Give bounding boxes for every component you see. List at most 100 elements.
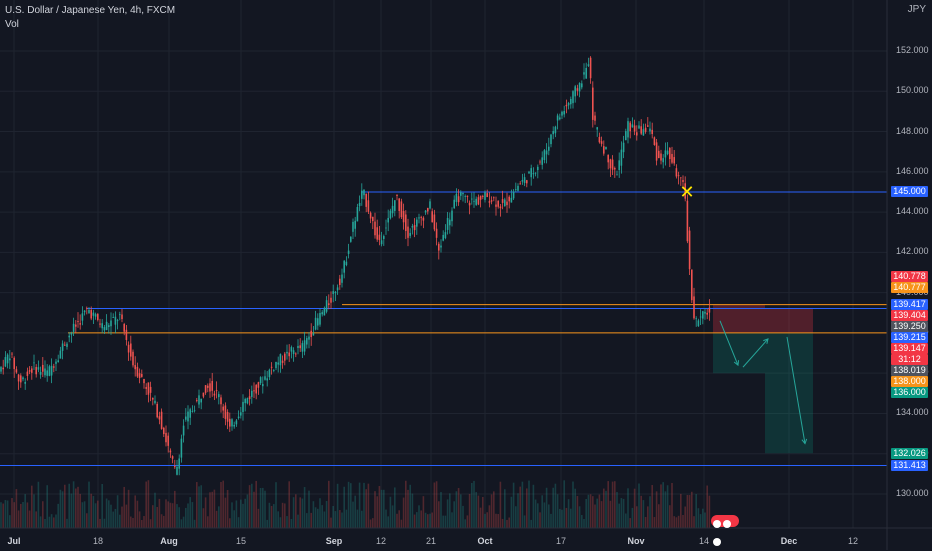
stop-loss-zone[interactable]	[713, 304, 765, 333]
candle-body	[64, 344, 66, 346]
volume-bar	[576, 496, 579, 528]
volume-bar	[383, 489, 385, 528]
volume-bar	[330, 517, 332, 528]
candle-body	[389, 210, 392, 219]
candle-body	[13, 357, 15, 369]
volume-bar	[541, 495, 543, 528]
candle-body	[380, 240, 383, 245]
candle-body	[306, 338, 308, 345]
volume-bar	[686, 494, 689, 528]
take-profit-zone[interactable]	[713, 332, 765, 374]
volume-bar	[405, 480, 407, 528]
volume-bar	[365, 489, 367, 528]
price-tick-label: 150.000	[896, 85, 929, 96]
volume-bar	[629, 518, 631, 528]
candle-body	[149, 386, 152, 393]
volume-bar	[552, 487, 554, 528]
candle-body	[352, 221, 354, 232]
projection-arrows	[719, 320, 808, 445]
volume-bar	[281, 502, 284, 528]
volume-bar	[191, 502, 194, 528]
volume-bar	[378, 486, 381, 528]
volume-bar	[655, 491, 658, 528]
candle-body	[411, 226, 414, 228]
candle-body	[288, 352, 290, 357]
volume-bar	[380, 489, 383, 528]
candle-body	[504, 199, 506, 207]
candle-body	[446, 218, 449, 230]
volume-bar	[169, 502, 172, 528]
volume-bar	[526, 488, 528, 528]
candle-body	[141, 374, 143, 377]
volume-bar	[149, 519, 152, 528]
candle-body	[317, 318, 319, 326]
candle-body	[215, 390, 218, 391]
stop-loss-zone[interactable]	[765, 308, 813, 333]
candle-body	[319, 312, 321, 325]
take-profit-zone[interactable]	[765, 332, 813, 454]
candle-body	[310, 330, 312, 338]
volume-bar	[136, 500, 139, 528]
candle-body	[468, 202, 471, 206]
volume-bar	[666, 485, 669, 528]
candle-body	[323, 307, 326, 316]
price-badge: 139.250	[891, 320, 928, 332]
candle-body	[145, 387, 147, 389]
candle-body	[321, 312, 323, 315]
volume-bar	[662, 482, 664, 528]
volume-bar	[292, 497, 295, 528]
candle-body	[281, 360, 284, 363]
candle-body	[57, 360, 59, 362]
candle-body	[666, 150, 669, 155]
volume-bar	[466, 515, 469, 528]
volume-bar	[482, 496, 484, 528]
volume-bar	[607, 481, 609, 528]
candle-body	[574, 86, 576, 97]
volume-bar	[193, 519, 196, 528]
volume-bar	[160, 514, 163, 528]
candle-body	[471, 198, 473, 200]
candle-body	[268, 369, 271, 378]
volume-bar	[11, 497, 13, 528]
candle-body	[537, 166, 539, 171]
candle-body	[400, 201, 403, 218]
candle-body	[257, 382, 260, 388]
volume-bar	[708, 495, 711, 528]
candle-body	[466, 195, 469, 198]
candle-body	[251, 390, 253, 397]
volume-bar	[240, 499, 242, 528]
volume-bar	[165, 499, 167, 528]
candle-body	[611, 159, 614, 170]
candle-body	[2, 367, 4, 370]
volume-bar	[490, 494, 493, 528]
chart-grid	[0, 0, 887, 528]
candle-body	[286, 351, 288, 354]
volume-bar	[488, 505, 491, 528]
horizontal-levels[interactable]	[0, 191, 887, 467]
volume-bar	[611, 481, 614, 528]
volume-bar	[59, 489, 62, 528]
volume-bar	[660, 484, 662, 528]
volume-bar	[363, 482, 365, 528]
economic-events-flag[interactable]	[711, 515, 739, 546]
candle-body	[387, 217, 389, 223]
volume-bar	[288, 481, 290, 528]
volume-bar	[427, 514, 429, 528]
volume-bar	[446, 499, 449, 528]
candle-body	[548, 146, 550, 151]
volume-bar	[328, 480, 330, 528]
volume-bar	[248, 485, 251, 528]
volume-bar	[484, 513, 486, 528]
volume-bar	[387, 516, 389, 528]
volume-indicator-label[interactable]: Vol	[5, 19, 19, 30]
volume-bar	[22, 501, 24, 528]
candle-body	[508, 196, 510, 202]
price-badge: 139.215	[891, 331, 928, 343]
candle-body	[413, 225, 416, 231]
price-badge: 145.000	[891, 186, 928, 198]
candle-body	[673, 157, 675, 164]
candle-body	[97, 313, 99, 321]
volume-bar	[651, 485, 653, 528]
candle-body	[132, 351, 134, 366]
